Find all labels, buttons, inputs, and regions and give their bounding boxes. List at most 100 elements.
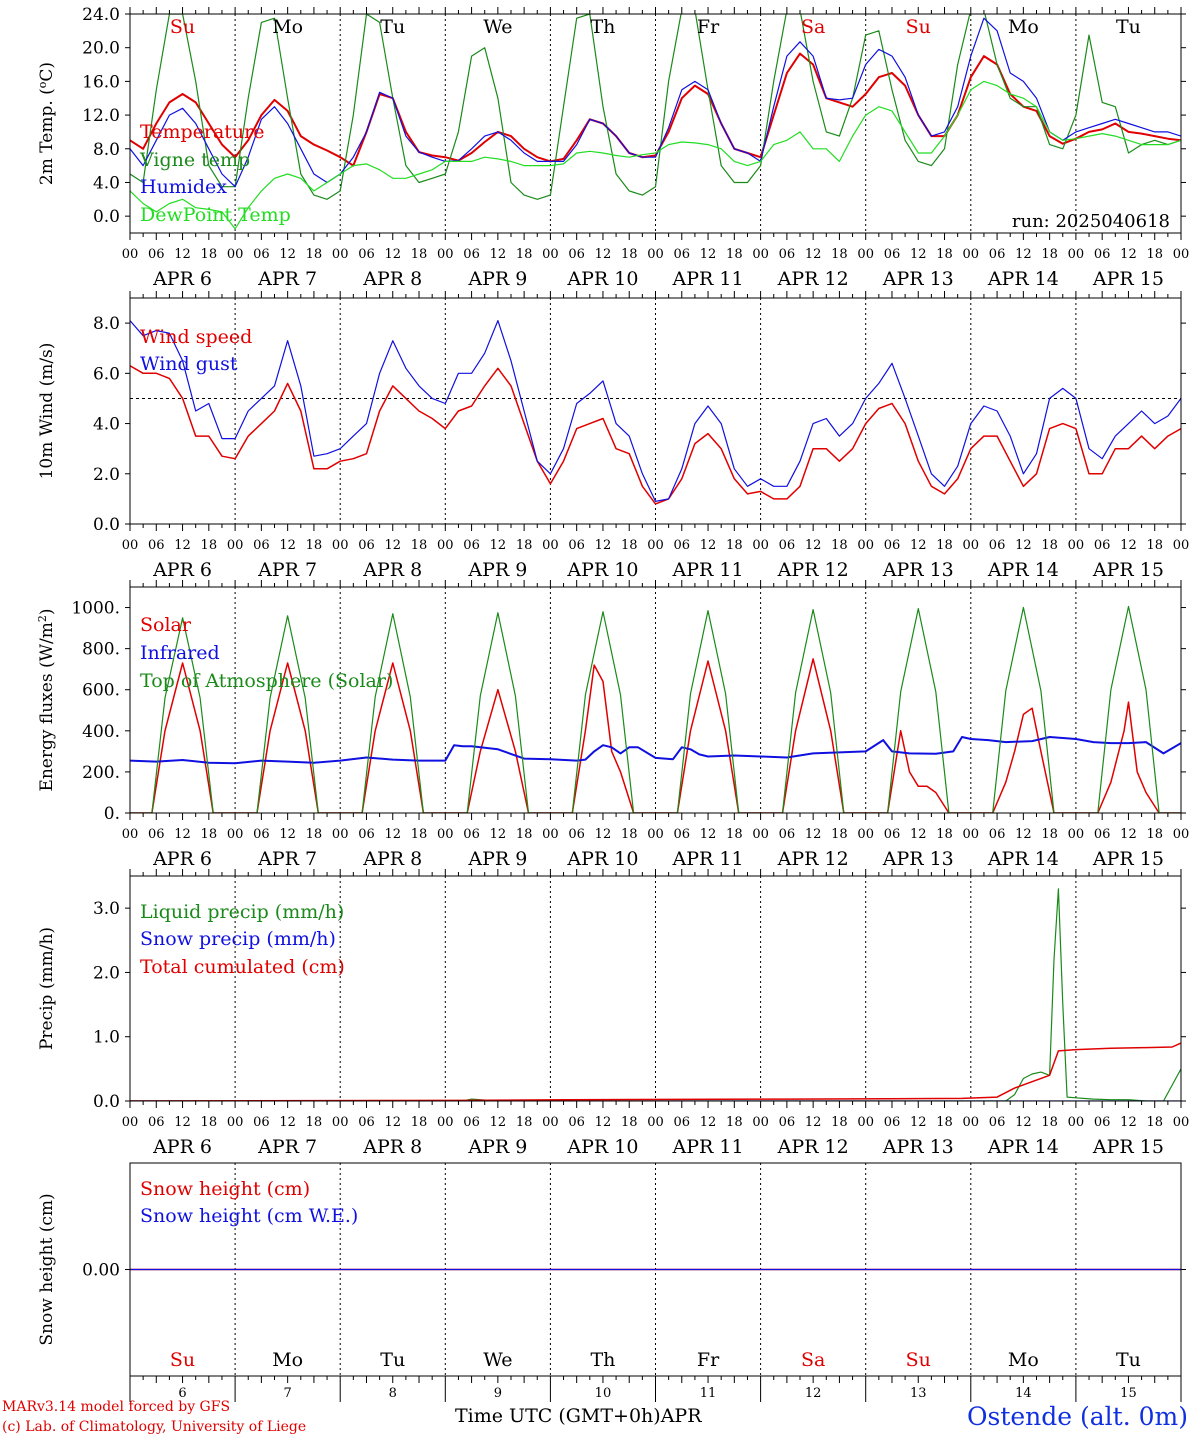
y-tick-label: 0.0 — [93, 1092, 120, 1112]
day-number-label: 6 — [178, 1386, 186, 1401]
legend-entry: Total cumulated (cm) — [140, 956, 345, 978]
hour-tick-label: 00 — [542, 827, 559, 842]
hour-tick-label: 12 — [700, 247, 717, 262]
hour-tick-label: 12 — [595, 827, 612, 842]
date-label: APR 11 — [672, 268, 744, 290]
hour-tick-label: 06 — [463, 1115, 480, 1130]
hour-tick-label: 06 — [148, 827, 165, 842]
legend-entry: Wind speed — [140, 326, 252, 348]
hour-tick-label: 00 — [1068, 247, 1085, 262]
date-label: APR 14 — [987, 848, 1059, 870]
day-name-label: Mo — [1008, 16, 1039, 38]
day-name-label: Mo — [272, 1349, 303, 1371]
hour-tick-label: 12 — [910, 1115, 927, 1130]
hour-tick-label: 06 — [148, 538, 165, 553]
hour-tick-label: 12 — [1015, 247, 1032, 262]
hour-tick-label: 06 — [568, 538, 585, 553]
hour-tick-label: 06 — [148, 1115, 165, 1130]
date-label: APR 15 — [1092, 1136, 1164, 1158]
hour-tick-label: 12 — [174, 538, 191, 553]
hour-tick-label: 06 — [989, 1115, 1006, 1130]
day-number-label: 9 — [494, 1386, 502, 1401]
hour-tick-label: 12 — [700, 1115, 717, 1130]
legend-entry: Snow height (cm W.E.) — [140, 1205, 358, 1227]
hour-tick-label: 06 — [989, 827, 1006, 842]
legend-entry: Top of Atmosphere (Solar) — [140, 670, 393, 692]
hour-tick-label: 06 — [779, 538, 796, 553]
hour-tick-label: 06 — [1094, 538, 1111, 553]
hour-tick-label: 18 — [201, 538, 218, 553]
series-line-wind-gust — [130, 320, 1181, 502]
hour-tick-label: 18 — [201, 1115, 218, 1130]
hour-tick-label: 18 — [726, 1115, 743, 1130]
hour-tick-label: 00 — [227, 1115, 244, 1130]
day-name-label: Tu — [1116, 16, 1141, 38]
hour-tick-label: 00 — [857, 827, 874, 842]
hour-tick-label: 06 — [463, 538, 480, 553]
hour-tick-label: 06 — [884, 1115, 901, 1130]
hour-tick-label: 18 — [306, 827, 323, 842]
y-axis-label: 2m Temp. (oC) — [36, 62, 58, 185]
hour-tick-label: 18 — [621, 827, 638, 842]
date-label: APR 15 — [1092, 848, 1164, 870]
hour-tick-label: 12 — [1015, 538, 1032, 553]
day-name-label: Tu — [1116, 1349, 1141, 1371]
date-label: APR 8 — [362, 1136, 422, 1158]
hour-tick-label: 18 — [936, 247, 953, 262]
y-tick-label: 400. — [82, 722, 120, 742]
hour-tick-label: 06 — [884, 827, 901, 842]
day-name-label: Su — [170, 16, 195, 38]
hour-tick-label: 18 — [831, 827, 848, 842]
hour-tick-label: 06 — [358, 827, 375, 842]
date-label: APR 10 — [566, 559, 638, 581]
hour-tick-label: 18 — [1041, 247, 1058, 262]
y-tick-label: 8.0 — [93, 314, 120, 334]
hour-tick-label: 18 — [516, 827, 533, 842]
y-axis-label: Energy fluxes (W/m2) — [36, 608, 58, 791]
lab-credit: (c) Lab. of Climatology, University of L… — [2, 1419, 307, 1435]
hour-tick-label: 12 — [384, 1115, 401, 1130]
hour-tick-label: 00 — [332, 1115, 349, 1130]
day-number-label: 14 — [1015, 1386, 1032, 1401]
hour-tick-label: 06 — [779, 247, 796, 262]
hour-tick-label: 18 — [411, 827, 428, 842]
hour-tick-label: 12 — [910, 538, 927, 553]
hour-tick-label: 18 — [831, 247, 848, 262]
hour-tick-label: 18 — [1146, 247, 1163, 262]
day-name-label: Sa — [801, 16, 825, 38]
hour-tick-label: 12 — [490, 827, 507, 842]
day-name-label: Mo — [1008, 1349, 1039, 1371]
hour-tick-label: 00 — [647, 538, 664, 553]
date-label: APR 12 — [777, 268, 849, 290]
date-label: APR 7 — [257, 1136, 317, 1158]
hour-tick-label: 00 — [1068, 1115, 1085, 1130]
hour-tick-label: 12 — [384, 538, 401, 553]
hour-tick-label: 06 — [674, 247, 691, 262]
hour-tick-label: 18 — [411, 247, 428, 262]
hour-tick-label: 12 — [174, 247, 191, 262]
y-tick-label: 200. — [82, 763, 120, 783]
hour-tick-label: 00 — [542, 247, 559, 262]
plot-frame — [129, 586, 1182, 814]
hour-tick-label: 18 — [1041, 1115, 1058, 1130]
hour-tick-label: 06 — [884, 247, 901, 262]
date-label: APR 6 — [152, 1136, 212, 1158]
y-tick-label: 3.0 — [93, 899, 120, 919]
y-tick-label: 24.0 — [82, 5, 120, 25]
date-label: APR 6 — [152, 559, 212, 581]
hour-tick-label: 06 — [568, 1115, 585, 1130]
date-label: APR 9 — [467, 848, 527, 870]
hour-tick-label: 06 — [463, 827, 480, 842]
panel-2: 0.0 2.0 4.0 6.0 8.0 10m Wind (m/s) Wind speed W… — [37, 291, 1189, 581]
y-tick-label: 2.0 — [93, 465, 120, 485]
date-label: APR 13 — [882, 559, 954, 581]
time-axis-month: APR — [660, 1405, 702, 1427]
hour-tick-label: 18 — [201, 827, 218, 842]
hour-tick-label: 18 — [201, 247, 218, 262]
date-label: APR 15 — [1092, 559, 1164, 581]
hour-tick-label: 00 — [1173, 538, 1190, 553]
hour-tick-label: 18 — [1146, 827, 1163, 842]
date-label: APR 11 — [672, 1136, 744, 1158]
y-axis-label: Snow height (cm) — [37, 1193, 57, 1345]
hour-tick-label: 18 — [621, 247, 638, 262]
